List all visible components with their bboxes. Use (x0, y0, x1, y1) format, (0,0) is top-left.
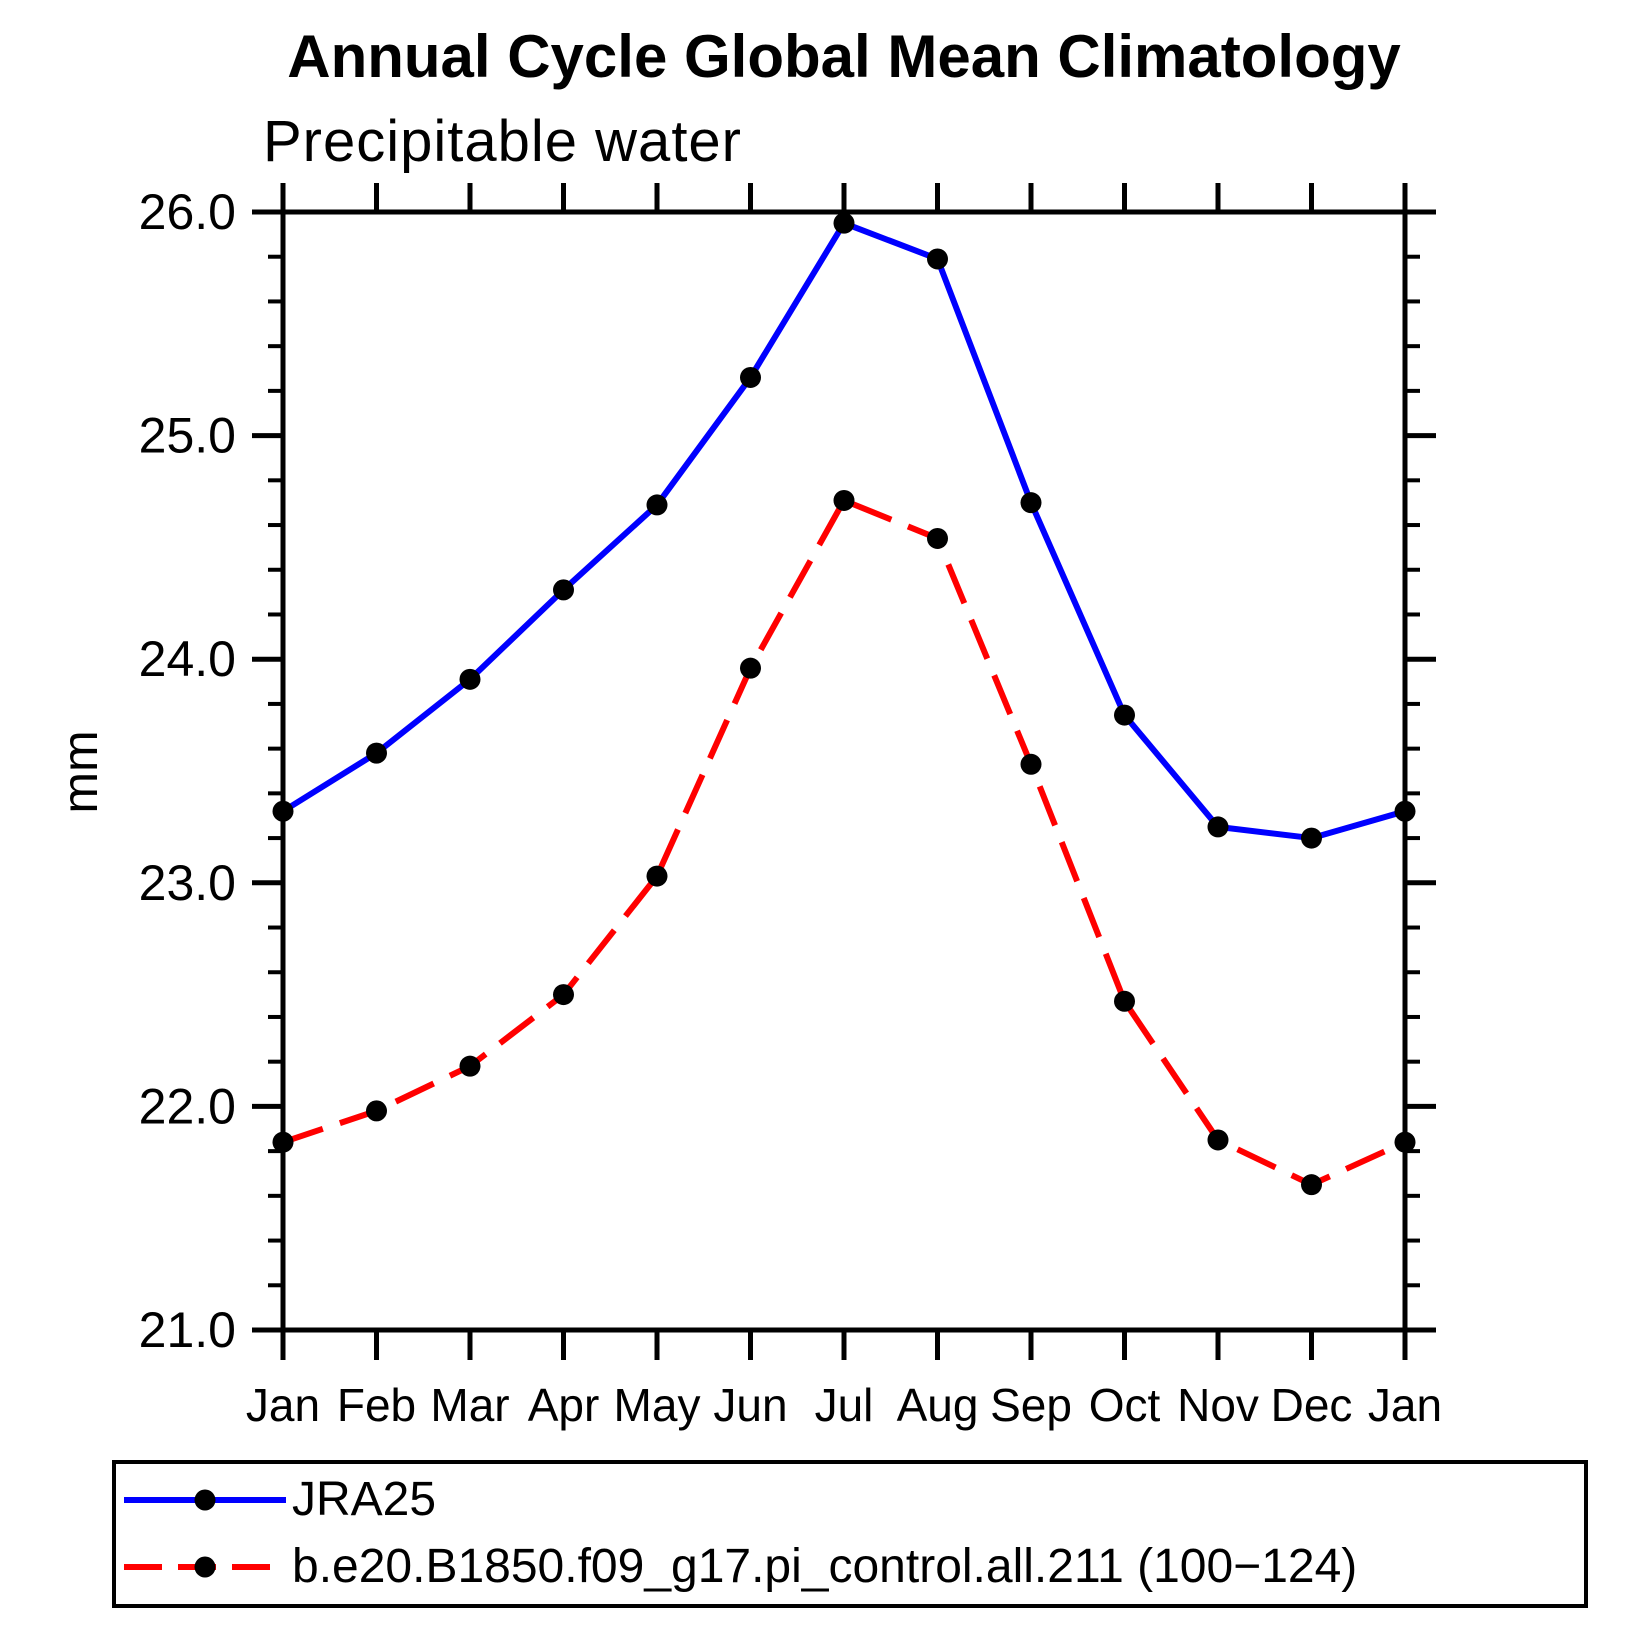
data-point-1 (1394, 1131, 1416, 1153)
legend-sample-solid-line (124, 1489, 286, 1511)
y-tick-label: 26.0 (139, 184, 236, 240)
x-tick-label: Jun (713, 1379, 787, 1431)
data-point-0 (272, 800, 294, 822)
data-point-0 (459, 668, 481, 690)
data-point-0 (1207, 816, 1229, 838)
data-point-1 (1301, 1174, 1322, 1196)
x-tick-label: Sep (990, 1379, 1072, 1431)
legend-item-model-run: b.e20.B1850.f09_g17.pi_control.all.211 (… (122, 1540, 1358, 1593)
x-tick-label: May (614, 1379, 701, 1431)
legend-item-jra25: JRA25 (122, 1473, 437, 1526)
data-point-1 (272, 1131, 294, 1153)
data-point-0 (740, 366, 761, 388)
data-point-1 (1020, 753, 1042, 775)
y-tick-label: 25.0 (139, 408, 236, 464)
data-point-1 (553, 984, 574, 1006)
series-line-0 (281, 220, 1406, 842)
y-tick-label: 22.0 (139, 1078, 236, 1134)
data-point-0 (1114, 704, 1135, 726)
x-tick-label: Aug (897, 1379, 979, 1431)
data-point-1 (740, 657, 761, 679)
y-tick-label: 23.0 (139, 855, 236, 911)
x-tick-label: Nov (1177, 1379, 1259, 1431)
data-point-0 (833, 212, 855, 234)
x-tick-label: Feb (337, 1379, 416, 1431)
x-tick-label: Jan (1368, 1379, 1442, 1431)
data-point-1 (646, 865, 668, 887)
plot-frame (280, 209, 1408, 1333)
data-point-0 (366, 742, 387, 764)
x-tick-label: Jul (815, 1379, 874, 1431)
data-point-1 (833, 489, 855, 511)
series-line-1 (282, 497, 1407, 1188)
data-point-0 (1394, 800, 1416, 822)
x-tick-label: Apr (528, 1379, 600, 1431)
data-point-0 (646, 494, 668, 516)
legend-label-model-run: b.e20.B1850.f09_g17.pi_control.all.211 (… (292, 1540, 1358, 1593)
data-point-0 (1020, 492, 1042, 514)
data-point-1 (1114, 990, 1135, 1012)
legend-label-jra25: JRA25 (292, 1473, 437, 1526)
legend: JRA25 b.e20.B1850.f09_g17.pi_control.all… (112, 1460, 1588, 1608)
y-tick-label: 21.0 (139, 1302, 236, 1358)
chart-title: Annual Cycle Global Mean Climatology (287, 23, 1401, 90)
data-point-0 (553, 579, 574, 601)
data-point-1 (927, 527, 948, 549)
x-tick-label: Mar (430, 1379, 509, 1431)
data-point-0 (927, 248, 948, 270)
data-point-1 (459, 1055, 481, 1077)
data-point-0 (1301, 827, 1322, 849)
data-point-1 (366, 1100, 387, 1122)
y-tick-label: 24.0 (139, 631, 236, 687)
chart-subtitle: Precipitable water (263, 109, 742, 174)
data-point-1 (1207, 1129, 1229, 1151)
x-tick-label: Jan (246, 1379, 320, 1431)
x-tick-label: Oct (1089, 1379, 1161, 1431)
legend-sample-dashed-line (124, 1556, 286, 1578)
x-tick-label: Dec (1271, 1379, 1353, 1431)
